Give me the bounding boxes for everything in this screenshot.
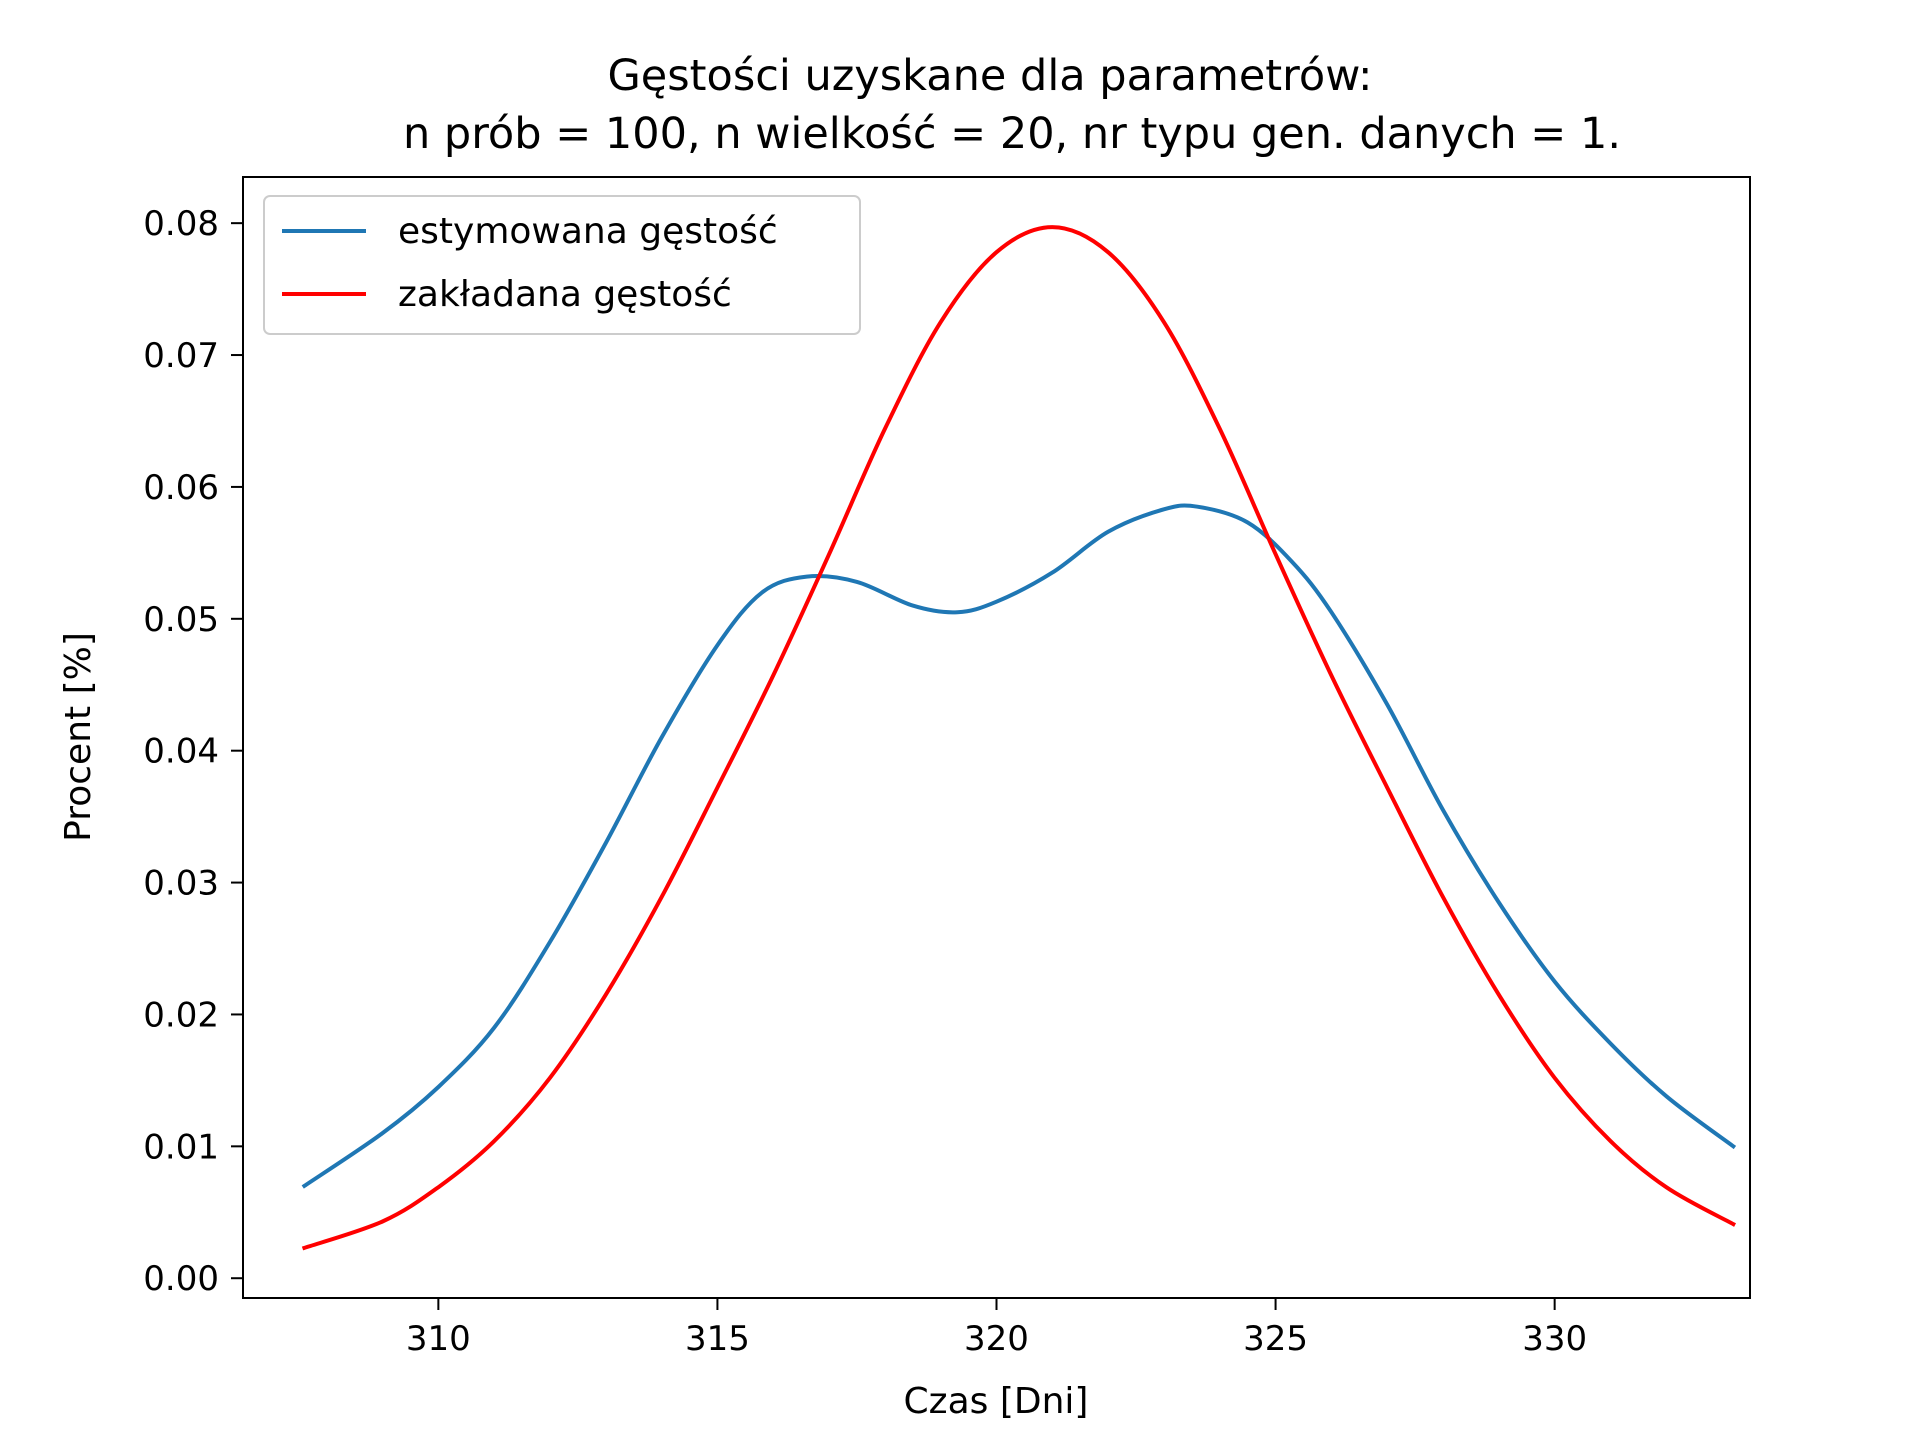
plot-frame [242, 176, 1751, 1299]
legend-label-estymowana: estymowana gęstość [398, 211, 778, 252]
x-tick-label: 310 [406, 1319, 471, 1359]
y-tick-label: 0.07 [143, 336, 219, 376]
y-tick-label: 0.08 [143, 204, 219, 244]
y-tick-label: 0.06 [143, 468, 219, 508]
y-tick-label: 0.01 [143, 1127, 219, 1167]
y-tick-label: 0.00 [143, 1259, 219, 1299]
x-axis-label: Czas [Dni] [904, 1381, 1089, 1422]
legend: estymowana gęstość zakładana gęstość [263, 195, 861, 335]
legend-box [263, 195, 861, 335]
series-layer [301, 225, 1737, 1251]
x-axis-ticks: 310 315 320 325 330 [406, 1298, 1587, 1359]
x-tick-label: 315 [685, 1319, 750, 1359]
x-tick-label: 320 [964, 1319, 1029, 1359]
y-axis-label: Procent [%] [58, 632, 99, 842]
series-line-0 [301, 503, 1737, 1189]
x-tick-label: 325 [1243, 1319, 1308, 1359]
chart-title-line-1: Gęstości uzyskane dla parametrów: [607, 51, 1372, 101]
y-axis-ticks: 0.00 0.01 0.02 0.03 0.04 0.05 0.06 0.07 0.08 [143, 204, 243, 1299]
chart-title-line-2: n prób = 100, n wielkość = 20, nr typu g… [403, 109, 1621, 159]
series-line-1 [301, 225, 1737, 1251]
y-tick-label: 0.05 [143, 600, 219, 640]
x-tick-label: 330 [1522, 1319, 1587, 1359]
y-tick-label: 0.02 [143, 995, 219, 1035]
y-tick-label: 0.04 [143, 732, 219, 772]
legend-label-zakladana: zakładana gęstość [398, 274, 732, 315]
y-tick-label: 0.03 [143, 864, 219, 904]
